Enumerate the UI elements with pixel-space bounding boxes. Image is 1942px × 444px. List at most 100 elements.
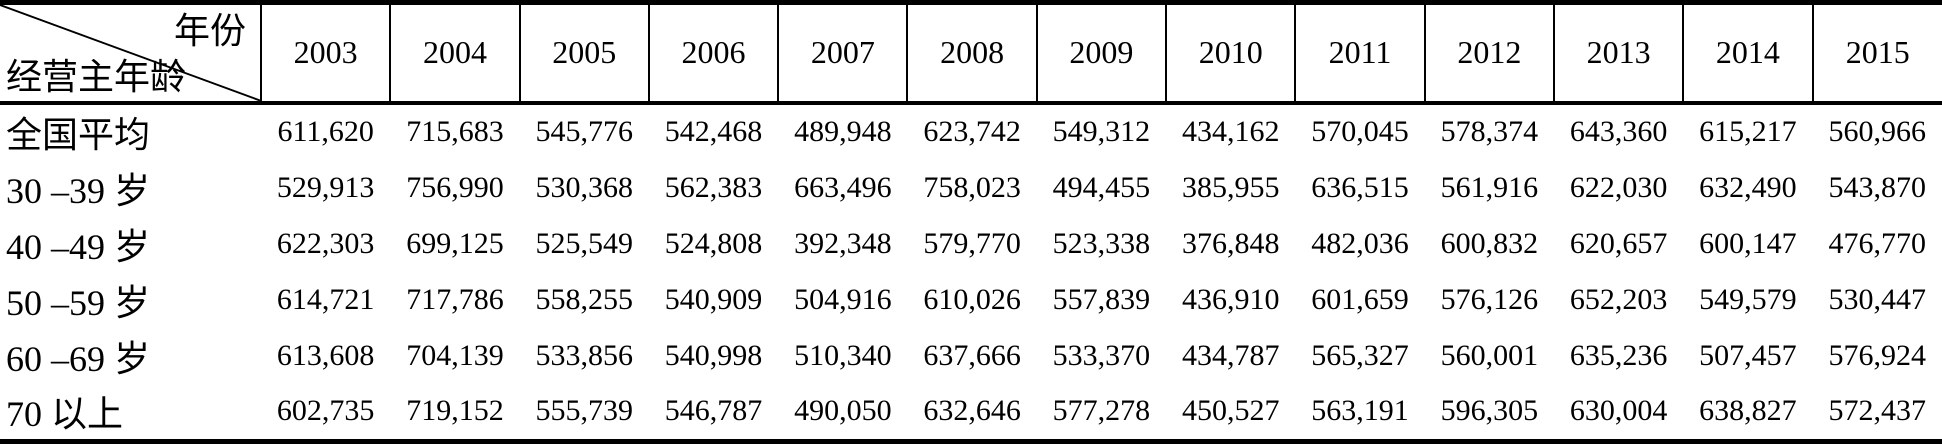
row-label: 50 –59 岁 [6, 282, 151, 323]
table-body: 全国平均 611,620 715,683 545,776 542,468 489,948 6… [0, 103, 1942, 442]
data-cell: 549,312 [1052, 115, 1151, 149]
year-header-2012: 2012 [1423, 2, 1554, 105]
data-cell: 476,770 [1828, 226, 1927, 260]
data-cell: 546,787 [664, 394, 763, 428]
table-row: 70 以上 602,735 719,152 555,739 546,787 490,050… [0, 384, 1942, 442]
data-cell: 555,739 [535, 394, 633, 428]
data-cell: 636,515 [1311, 170, 1409, 204]
data-cell: 540,909 [664, 282, 763, 316]
year-header-2013: 2013 [1552, 2, 1684, 105]
data-cell: 756,990 [406, 170, 504, 204]
year-header-2008: 2008 [906, 2, 1037, 105]
data-cell: 572,437 [1828, 394, 1927, 428]
data-cell: 561,916 [1440, 170, 1539, 204]
data-cell: 601,659 [1311, 282, 1409, 316]
data-cell: 530,447 [1828, 282, 1927, 316]
data-cell: 576,126 [1440, 282, 1539, 316]
table-header: 年份 经营主年龄 2003 2004 2005 2006 2007 2008 2009 201… [0, 2, 1942, 105]
diagonal-divider-line [0, 5, 260, 101]
data-cell: 704,139 [406, 338, 504, 372]
row-label: 70 以上 [6, 394, 124, 435]
data-cell: 570,045 [1311, 115, 1409, 149]
data-cell: 507,457 [1699, 338, 1797, 372]
data-cell: 525,549 [535, 226, 633, 260]
data-cell: 434,162 [1181, 115, 1280, 149]
year-header-2010: 2010 [1165, 2, 1296, 105]
table-row: 全国平均 611,620 715,683 545,776 542,468 489,948 6… [0, 103, 1942, 160]
data-cell: 542,468 [664, 115, 763, 149]
data-cell: 623,742 [923, 115, 1021, 149]
data-cell: 494,455 [1052, 170, 1151, 204]
year-header-2003: 2003 [259, 2, 391, 105]
row-label: 30 –39 岁 [6, 170, 151, 211]
data-cell: 543,870 [1828, 170, 1927, 204]
data-cell: 622,030 [1569, 170, 1668, 204]
data-cell: 436,910 [1181, 282, 1280, 316]
data-cell: 533,856 [535, 338, 633, 372]
data-cell: 638,827 [1699, 394, 1797, 428]
data-cell: 560,001 [1440, 338, 1539, 372]
year-header-2009: 2009 [1035, 2, 1167, 105]
data-cell: 558,255 [535, 282, 633, 316]
data-cell: 632,490 [1699, 170, 1797, 204]
table-row: 60 –69 岁 613,608 704,139 533,856 540,998 510,… [0, 328, 1942, 384]
data-cell: 482,036 [1311, 226, 1409, 260]
data-cell: 596,305 [1440, 394, 1539, 428]
row-label: 全国平均 [6, 115, 151, 156]
data-cell: 579,770 [923, 226, 1021, 260]
data-cell: 652,203 [1569, 282, 1668, 316]
data-cell: 540,998 [664, 338, 763, 372]
data-cell: 489,948 [794, 115, 892, 149]
data-cell: 563,191 [1311, 394, 1409, 428]
data-cell: 576,924 [1828, 338, 1927, 372]
data-cell: 717,786 [406, 282, 504, 316]
data-cell: 610,026 [923, 282, 1021, 316]
data-cell: 602,735 [276, 394, 375, 428]
data-cell: 549,579 [1699, 282, 1797, 316]
data-cell: 600,147 [1699, 226, 1797, 260]
data-cell: 600,832 [1440, 226, 1539, 260]
data-cell: 699,125 [406, 226, 504, 260]
data-cell: 611,620 [277, 115, 374, 149]
data-cell: 562,383 [664, 170, 763, 204]
data-cell: 637,666 [923, 338, 1021, 372]
data-cell: 613,608 [276, 338, 375, 372]
data-cell: 614,721 [276, 282, 375, 316]
data-cell: 663,496 [794, 170, 892, 204]
data-cell: 490,050 [794, 394, 892, 428]
data-cell: 557,839 [1052, 282, 1151, 316]
data-cell: 622,303 [276, 226, 375, 260]
year-header-2006: 2006 [647, 2, 779, 105]
year-header-2007: 2007 [777, 2, 908, 105]
data-cell: 385,955 [1181, 170, 1280, 204]
data-cell: 523,338 [1052, 226, 1151, 260]
data-cell: 560,966 [1828, 115, 1927, 149]
header-row: 年份 经营主年龄 2003 2004 2005 2006 2007 2008 2009 201… [0, 2, 1942, 105]
year-header-2014: 2014 [1682, 2, 1813, 105]
data-cell: 529,913 [276, 170, 375, 204]
data-cell: 450,527 [1181, 394, 1280, 428]
year-header-2015: 2015 [1811, 2, 1942, 105]
data-cell: 643,360 [1569, 115, 1668, 149]
data-cell: 615,217 [1699, 115, 1797, 149]
data-cell: 376,848 [1181, 226, 1280, 260]
data-cell: 524,808 [664, 226, 763, 260]
data-cell: 533,370 [1052, 338, 1151, 372]
data-cell: 545,776 [535, 115, 633, 149]
data-cell: 630,004 [1569, 394, 1668, 428]
data-cell: 577,278 [1052, 394, 1151, 428]
row-label: 60 –69 岁 [6, 338, 151, 379]
row-label: 40 –49 岁 [6, 226, 151, 267]
corner-age-label: 经营主年龄 [6, 56, 187, 97]
data-cell: 758,023 [923, 170, 1021, 204]
corner-header-cell: 年份 经营主年龄 [0, 2, 261, 105]
year-header-2011: 2011 [1294, 2, 1425, 105]
year-header-2005: 2005 [518, 2, 649, 105]
table-row: 40 –49 岁 622,303 699,125 525,549 524,808 392,… [0, 216, 1942, 272]
data-cell: 434,787 [1181, 338, 1280, 372]
corner-year-label: 年份 [173, 11, 246, 51]
year-header-2004: 2004 [389, 2, 520, 105]
data-cell: 565,327 [1311, 338, 1409, 372]
data-cell: 719,152 [406, 394, 504, 428]
